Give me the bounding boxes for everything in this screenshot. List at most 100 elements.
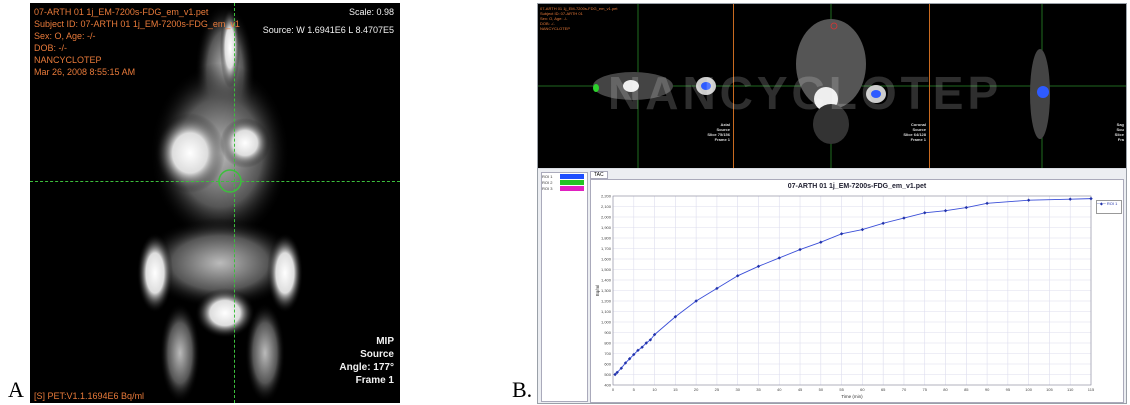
- data-point: [619, 366, 624, 370]
- pixel-value-label: [S] PET:V1.1.1694E6 Bq/ml: [34, 391, 145, 401]
- y-tick-label: 1,400: [601, 278, 612, 283]
- y-tick-label: 1,300: [601, 288, 612, 293]
- crosshair-vertical[interactable]: [234, 3, 235, 403]
- x-axis-label: Time (min): [841, 394, 863, 399]
- view-info-line: Frame 1: [714, 137, 730, 142]
- view-frame: Frame 1: [355, 375, 394, 386]
- viewport-info-tl: 07-ARTH 01 1j_EM-7200s-FDG_em_v1.pet Subj…: [540, 6, 618, 31]
- chart-title: 07-ARTH 01 1j_EM-7200s-FDG_em_v1.pet: [787, 183, 927, 190]
- view-info-line: Frame 1: [910, 137, 926, 142]
- chart-legend: ─◆─ ROI 1: [1096, 200, 1122, 214]
- tac-chart: 07-ARTH 01 1j_EM-7200s-FDG_em_v1.pet 400…: [590, 179, 1124, 403]
- x-tick-label: 100: [1025, 387, 1032, 392]
- y-tick-label: 2,000: [601, 215, 612, 220]
- x-tick-label: 95: [1006, 387, 1011, 392]
- y-tick-label: 2,200: [601, 194, 612, 199]
- info-line: DOB: -/-: [34, 43, 67, 53]
- x-tick-label: 85: [964, 387, 969, 392]
- data-point: [1089, 196, 1093, 201]
- legend-label: ROI 1: [1106, 201, 1118, 206]
- x-tick-label: 50: [819, 387, 824, 392]
- axial-image: [538, 4, 733, 168]
- coronal-viewport[interactable]: Coronal Source Slice 64/128 Frame 1: [734, 4, 930, 168]
- y-tick-label: 1,000: [601, 320, 612, 325]
- analysis-app-window: 07-ARTH 01 1j_EM-7200s-FDG_em_v1.pet Subj…: [537, 3, 1127, 404]
- x-tick-label: 0: [612, 387, 615, 392]
- axial-view-info: Axial Source Slice 75/156 Frame 1: [707, 122, 730, 142]
- roi-name: ROI 1: [542, 173, 553, 179]
- roi-name: ROI 3: [542, 185, 553, 191]
- data-point: [632, 352, 636, 357]
- crosshair-horizontal[interactable]: [30, 181, 400, 182]
- view-info-line: Axial: [720, 122, 730, 127]
- view-info-line: Source: [912, 127, 926, 132]
- view-angle: Angle: 177°: [339, 362, 394, 373]
- y-tick-label: 1,200: [601, 299, 612, 304]
- view-info-line: Slice 64/128: [903, 132, 926, 137]
- data-point: [777, 256, 781, 260]
- data-point: [943, 209, 948, 213]
- x-tick-label: 90: [985, 387, 990, 392]
- roi-row[interactable]: ROI 3: [542, 185, 587, 191]
- x-tick-label: 45: [798, 387, 803, 392]
- x-tick-label: 65: [881, 387, 886, 392]
- data-point: [1026, 198, 1031, 202]
- x-tick-label: 60: [860, 387, 865, 392]
- view-mode: MIP: [376, 336, 394, 347]
- view-info: MIP Source Angle: 177° Frame 1: [339, 335, 394, 387]
- x-tick-label: 25: [715, 387, 720, 392]
- data-point: [640, 345, 644, 349]
- data-point: [985, 201, 989, 206]
- legend-marker: ─◆─: [1097, 201, 1107, 206]
- panel-label-b: B.: [512, 377, 533, 402]
- x-tick-label: 10: [652, 387, 657, 392]
- roi-color-swatch: [560, 173, 584, 179]
- y-tick-label: 700: [604, 351, 611, 356]
- x-tick-label: 75: [923, 387, 928, 392]
- roi-color-swatch: [560, 179, 584, 185]
- axial-viewport[interactable]: 07-ARTH 01 1j_EM-7200s-FDG_em_v1.pet Subj…: [538, 4, 734, 168]
- viewport-strip: 07-ARTH 01 1j_EM-7200s-FDG_em_v1.pet Subj…: [538, 4, 1126, 168]
- x-tick-label: 35: [756, 387, 761, 392]
- coronal-view-info: Coronal Source Slice 64/128 Frame 1: [903, 122, 926, 142]
- x-tick-label: 15: [673, 387, 678, 392]
- plot-frame: [612, 195, 1092, 386]
- y-tick-label: 400: [604, 383, 611, 388]
- analysis-panel: ROI 1 ROI 2 ROI 3 TAC 07-ARTH 01 1j_EM-7…: [538, 169, 1126, 403]
- data-point: [881, 221, 885, 225]
- data-point: [636, 348, 640, 353]
- x-tick-label: 5: [633, 387, 636, 392]
- sagittal-viewport[interactable]: Sag Sou Slice Fra: [930, 4, 1126, 168]
- view-info-line: Slice 75/156: [707, 132, 730, 137]
- scale-label: Scale: 0.98: [348, 7, 394, 17]
- window-level-label: Source: W 1.6941E6 L 8.4707E5: [262, 25, 394, 35]
- y-tick-label: 1,600: [601, 257, 612, 262]
- y-tick-label: 600: [604, 362, 611, 367]
- info-line: NANCYCLOTEP: [34, 55, 102, 65]
- roi-row[interactable]: ROI 2: [542, 179, 587, 185]
- y-axis-label: Bq/ml: [595, 285, 600, 297]
- roi-list[interactable]: ROI 1 ROI 2 ROI 3: [541, 172, 588, 402]
- view-info-line: Sag: [1116, 122, 1124, 127]
- x-tick-label: 70: [902, 387, 907, 392]
- tab-tac[interactable]: TAC: [590, 171, 608, 179]
- data-point: [648, 338, 653, 342]
- x-tick-label: 20: [694, 387, 699, 392]
- y-tick-label: 1,500: [601, 267, 612, 272]
- x-tick-label: 55: [839, 387, 844, 392]
- info-line: 07-ARTH 01 1j_EM-7200s-FDG_em_v1.pet: [34, 7, 209, 17]
- mip-viewport[interactable]: 07-ARTH 01 1j_EM-7200s-FDG_em_v1.pet Sub…: [30, 3, 400, 403]
- roi-row[interactable]: ROI 1: [542, 173, 587, 179]
- sagittal-image: [930, 4, 1126, 168]
- chart-plot: 4005006007008009001,0001,1001,2001,3001,…: [595, 194, 1095, 400]
- data-point: [923, 211, 927, 215]
- data-point: [756, 264, 761, 269]
- y-tick-label: 1,700: [601, 246, 612, 251]
- y-tick-label: 800: [604, 341, 611, 346]
- view-info-line: Source: [716, 127, 730, 132]
- roi-color-swatch: [560, 185, 584, 191]
- y-tick-label: 1,800: [601, 236, 612, 241]
- data-point: [839, 232, 844, 236]
- coronal-image: [734, 4, 929, 168]
- x-tick-label: 110: [1067, 387, 1074, 392]
